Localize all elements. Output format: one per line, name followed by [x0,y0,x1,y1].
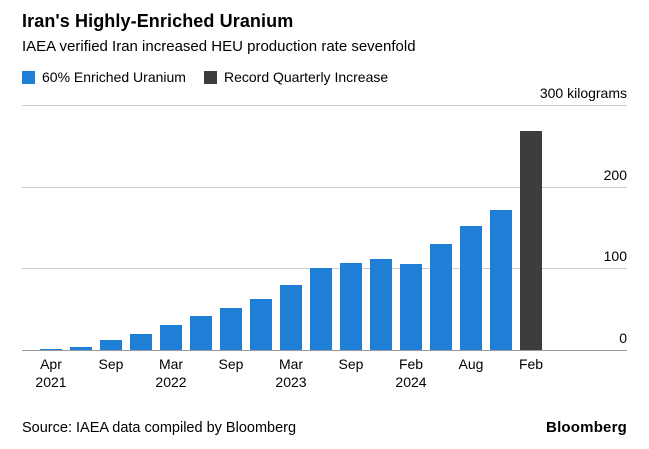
legend-swatch-blue [22,70,35,84]
x-axis-label: Apr 2021 [35,356,67,390]
x-axis-label: Feb [518,356,544,372]
bar-enriched-uranium [430,243,452,350]
bar-enriched-uranium [340,263,362,350]
x-axis-labels: Apr 2021 Sep Mar 2022 Sep Mar 2023 Sep Feb 2024 Aug… [22,355,627,395]
bar-enriched-uranium [160,324,182,350]
footer: Source: IAEA data compiled by Bloomberg … [22,419,627,436]
y-axis-label-0: 0 [619,330,627,346]
x-axis-label: Mar 2023 [275,356,307,390]
legend-item-enriched-uranium: 60% Enriched Uranium [22,69,186,85]
gridline-0 [22,350,627,351]
legend-label-record-increase: Record Quarterly Increase [223,69,389,85]
bar-record-quarterly-increase [520,131,542,350]
y-axis-label-300: 300 kilograms [539,85,627,101]
bloomberg-logo: Bloomberg [546,419,627,436]
bar-enriched-uranium [40,349,62,350]
gridline-200 [22,186,627,188]
bar-enriched-uranium [280,284,302,350]
gridline-300 [22,105,627,106]
chart-subtitle: IAEA verified Iran increased HEU product… [22,38,416,55]
bar-enriched-uranium [250,299,272,350]
bar-enriched-uranium [190,315,212,350]
legend-item-record-increase: Record Quarterly Increase [203,69,389,85]
legend-label-enriched-uranium: 60% Enriched Uranium [42,69,186,85]
y-axis-label-200: 200 [603,166,627,183]
bar-enriched-uranium [370,258,392,350]
chart-title: Iran's Highly-Enriched Uranium [22,11,294,31]
bar-chart: 0 100 200 300 kilograms Apr 2021 Sep Mar 2022 Se… [22,85,627,395]
plot-area: 0 100 200 300 kilograms [22,85,627,351]
x-axis-label: Mar 2022 [155,356,187,390]
bar-enriched-uranium [130,333,152,350]
bar-enriched-uranium [490,210,512,350]
x-axis-label: Aug [458,356,484,372]
y-axis-label-100: 100 [603,248,627,265]
bar-enriched-uranium [220,307,242,350]
bar-enriched-uranium [400,264,422,350]
x-axis-label: Sep [338,356,364,372]
bar-enriched-uranium [70,346,92,350]
x-axis-label: Feb 2024 [395,356,427,390]
x-axis-label: Sep [218,356,244,372]
bar-enriched-uranium [310,268,332,350]
x-axis-label: Sep [98,356,124,372]
bar-enriched-uranium [460,225,482,350]
source-note: Source: IAEA data compiled by Bloomberg [22,420,297,436]
legend-swatch-dark [203,70,217,84]
legend: 60% Enriched Uranium Record Quarterly In… [22,69,627,85]
bar-enriched-uranium [100,340,122,350]
